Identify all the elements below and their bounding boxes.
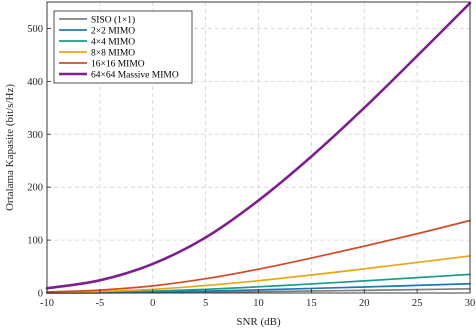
legend-label-5: 64×64 Massive MIMO	[91, 70, 179, 80]
series-line-3	[46, 255, 471, 294]
x-tick-label: 20	[359, 298, 370, 309]
x-tick-label: 5	[203, 298, 208, 309]
x-tick-label: -5	[96, 298, 105, 309]
x-axis-label: SNR (dB)	[236, 316, 281, 328]
x-tick-label: 15	[306, 298, 317, 309]
y-tick-label: 300	[27, 130, 43, 141]
x-tick-label: 0	[150, 298, 155, 309]
x-tick-label: 25	[412, 298, 423, 309]
legend-label-1: 2×2 MIMO	[91, 26, 135, 36]
legend-label-0: SISO (1×1)	[91, 14, 135, 25]
y-tick-label: 200	[27, 183, 43, 194]
x-tick-label: 10	[253, 298, 264, 309]
legend-box	[53, 10, 193, 84]
y-tick-label: 400	[27, 77, 43, 88]
series-layer	[45, 1, 472, 294]
series-line-5	[45, 1, 472, 290]
y-tick-label: 0	[38, 289, 43, 300]
legend-label-3: 8×8 MIMO	[91, 48, 135, 58]
legend-label-4: 16×16 MIMO	[91, 59, 145, 69]
series-line-4	[46, 219, 471, 293]
series-line-2	[46, 273, 471, 294]
x-tick-label: -10	[40, 298, 54, 309]
x-tick-label: 30	[465, 298, 476, 309]
legend-label-2: 4×4 MIMO	[91, 37, 135, 47]
y-tick-label: 500	[27, 24, 43, 35]
y-axis-label: Ortalama Kapasite (bit/s/Hz)	[4, 84, 16, 211]
y-tick-label: 100	[27, 236, 43, 247]
